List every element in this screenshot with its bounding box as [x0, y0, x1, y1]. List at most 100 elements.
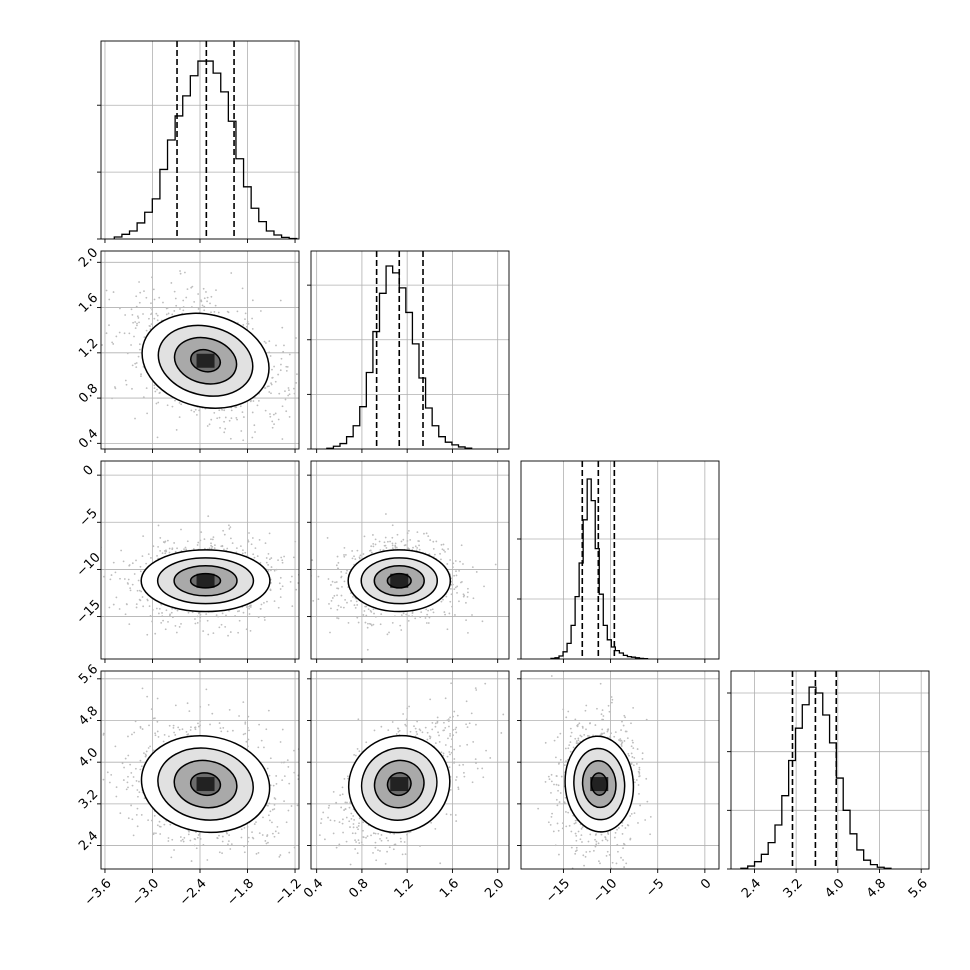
scatter-point — [481, 767, 484, 770]
scatter-point — [372, 543, 375, 545]
scatter-point — [341, 585, 343, 588]
scatter-point — [448, 766, 451, 769]
scatter-point — [168, 547, 171, 550]
scatter-point — [119, 577, 121, 580]
scatter-point — [268, 819, 271, 822]
scatter-point — [398, 729, 401, 732]
scatter-point — [472, 597, 475, 600]
scatter-point — [153, 832, 155, 835]
scatter-point — [352, 815, 355, 817]
scatter-point — [323, 422, 325, 424]
scatter-point — [462, 593, 465, 596]
scatter-point — [308, 775, 310, 777]
scatter-point — [183, 836, 186, 839]
scatter-point — [279, 854, 282, 856]
scatter-point — [148, 605, 151, 608]
scatter-point — [406, 532, 409, 535]
scatter-point — [139, 725, 142, 728]
scatter-point — [423, 532, 425, 535]
scatter-point — [171, 616, 174, 619]
scatter-point — [271, 821, 273, 824]
scatter-point — [146, 695, 149, 698]
scatter-point — [425, 532, 428, 535]
scatter-point — [229, 631, 232, 633]
scatter-point — [395, 733, 398, 735]
scatter-point — [124, 613, 127, 616]
scatter-point — [260, 739, 263, 742]
scatter-point — [391, 524, 394, 527]
scatter-point — [139, 759, 142, 762]
scatter-point — [465, 700, 468, 703]
ytick-label: −10 — [74, 550, 104, 580]
scatter-point — [329, 819, 332, 822]
scatter-point — [335, 564, 338, 567]
scatter-point — [194, 726, 196, 729]
scatter-point — [418, 548, 421, 551]
scatter-point — [251, 836, 254, 839]
scatter-point — [338, 843, 341, 846]
scatter-point — [569, 735, 572, 738]
scatter-point — [269, 355, 272, 357]
scatter-point — [239, 405, 242, 408]
scatter-point — [550, 675, 553, 677]
scatter-point — [327, 816, 329, 819]
scatter-point — [375, 859, 378, 862]
scatter-point — [336, 617, 338, 619]
scatter-point — [554, 844, 557, 847]
scatter-point — [350, 600, 352, 602]
scatter-point — [281, 326, 284, 329]
scatter-point — [285, 369, 288, 372]
scatter-point — [468, 722, 471, 725]
scatter-point — [268, 391, 271, 393]
scatter-point — [188, 710, 191, 712]
scatter-point — [374, 832, 377, 835]
scatter-point — [135, 295, 138, 298]
scatter-point — [186, 540, 189, 543]
scatter-point — [193, 300, 196, 303]
scatter-point — [281, 585, 284, 588]
scatter-point — [379, 837, 381, 840]
scatter-point — [141, 596, 144, 598]
scatter-point — [130, 804, 133, 807]
scatter-point — [452, 566, 454, 569]
scatter-point — [135, 305, 138, 308]
scatter-point — [333, 594, 336, 597]
scatter-point — [446, 719, 449, 722]
scatter-point — [449, 716, 451, 719]
scatter-point — [199, 616, 202, 619]
scatter-point — [182, 306, 185, 308]
scatter-point — [124, 314, 127, 316]
scatter-point — [178, 728, 181, 731]
scatter-point — [440, 751, 443, 754]
scatter-point — [250, 543, 253, 546]
scatter-point — [388, 846, 391, 849]
scatter-point — [330, 584, 332, 586]
scatter-point — [302, 758, 304, 760]
scatter-point — [279, 596, 282, 599]
contour-line — [373, 564, 425, 597]
ytick-label: 4.0 — [76, 745, 101, 770]
scatter-point — [455, 570, 457, 573]
scatter-point — [391, 621, 394, 624]
scatter-point — [223, 533, 226, 536]
scatter-point — [156, 730, 159, 733]
contour-line — [173, 564, 238, 597]
scatter-point — [354, 606, 357, 609]
scatter-point — [135, 813, 138, 816]
scatter-point — [345, 816, 348, 819]
scatter-point — [317, 575, 320, 578]
scatter-point — [229, 526, 232, 529]
scatter-point — [247, 715, 250, 718]
scatter-point — [248, 729, 250, 732]
scatter-point — [439, 552, 441, 555]
scatter-point — [220, 623, 223, 626]
scatter-point — [255, 852, 258, 855]
scatter-point — [442, 543, 445, 546]
scatter-point — [448, 751, 451, 753]
scatter-point — [206, 619, 209, 622]
scatter-point — [110, 574, 113, 576]
scatter-point — [335, 801, 338, 804]
scatter-point — [230, 417, 233, 420]
scatter-point — [126, 781, 129, 784]
scatter-point — [460, 544, 463, 547]
